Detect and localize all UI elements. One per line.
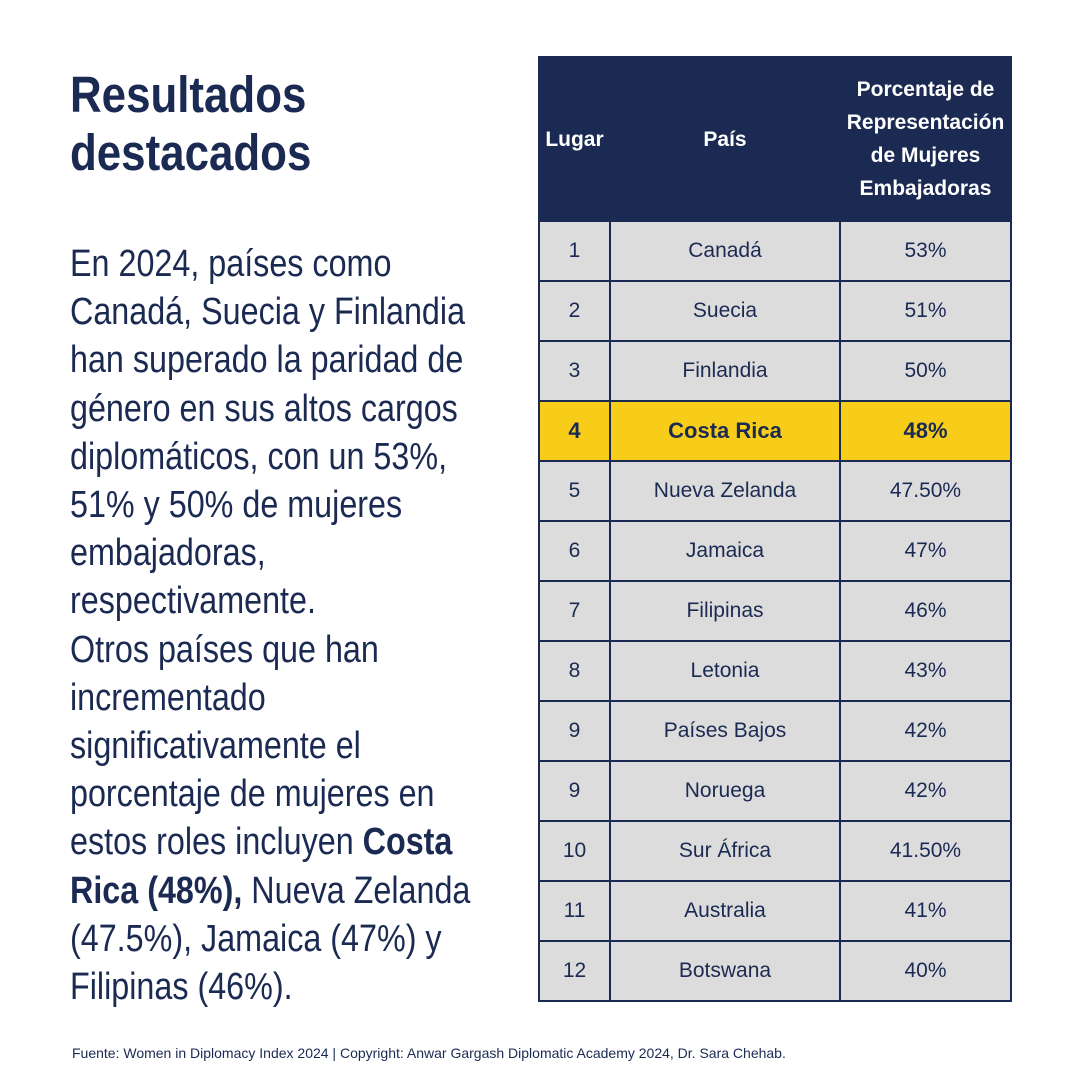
percentage-cell: 42% [839,760,1012,822]
rank-cell: 5 [538,460,611,522]
rank-cell: 7 [538,580,611,642]
percentage-cell: 50% [839,340,1012,402]
table-row: 9 Noruega 42% [538,760,1012,822]
percentage-cell: 41% [839,880,1012,942]
rank-cell: 1 [538,220,611,282]
table-row: 12 Botswana 40% [538,940,1012,1002]
header-percentage: Porcentaje de Representación de Mujeres … [839,56,1012,222]
country-cell: Filipinas [609,580,841,642]
rank-cell: 12 [538,940,611,1002]
country-cell: Países Bajos [609,700,841,762]
rank-cell: 10 [538,820,611,882]
table-row: 11 Australia 41% [538,880,1012,942]
rank-cell: 11 [538,880,611,942]
country-cell: Costa Rica [609,400,841,462]
country-cell: Letonia [609,640,841,702]
header-country: País [609,56,841,222]
table-row: 8 Letonia 43% [538,640,1012,702]
country-cell: Jamaica [609,520,841,582]
country-cell: Sur África [609,820,841,882]
table-row: 5 Nueva Zelanda 47.50% [538,460,1012,522]
rank-cell: 8 [538,640,611,702]
page-title: Resultados destacados [70,66,312,181]
country-cell: Botswana [609,940,841,1002]
percentage-cell: 51% [839,280,1012,342]
table-row: 10 Sur África 41.50% [538,820,1012,882]
percentage-cell: 53% [839,220,1012,282]
table-row: 7 Filipinas 46% [538,580,1012,642]
rank-cell: 2 [538,280,611,342]
rank-cell: 4 [538,400,611,462]
country-cell: Australia [609,880,841,942]
rank-cell: 3 [538,340,611,402]
rank-cell: 9 [538,760,611,822]
source-footer: Fuente: Women in Diplomacy Index 2024 | … [72,1045,786,1061]
country-cell: Nueva Zelanda [609,460,841,522]
country-cell: Suecia [609,280,841,342]
table-row: 2 Suecia 51% [538,280,1012,342]
table-row: 9 Países Bajos 42% [538,700,1012,762]
country-cell: Finlandia [609,340,841,402]
rank-cell: 9 [538,700,611,762]
summary-text: En 2024, países como Canadá, Suecia y Fi… [70,240,512,1011]
ranking-table: Lugar País Porcentaje de Representación … [538,56,1012,1002]
percentage-cell: 43% [839,640,1012,702]
percentage-cell: 48% [839,400,1012,462]
percentage-cell: 40% [839,940,1012,1002]
country-cell: Noruega [609,760,841,822]
summary-paragraph-2-intro: Otros países que han incrementado signif… [70,628,435,864]
table-row: 3 Finlandia 50% [538,340,1012,402]
percentage-cell: 42% [839,700,1012,762]
summary-paragraph-1: En 2024, países como Canadá, Suecia y Fi… [70,243,466,623]
percentage-cell: 47.50% [839,460,1012,522]
summary-paragraph-2: Otros países que han incrementado signif… [70,626,512,1012]
table-row-highlighted: 4 Costa Rica 48% [538,400,1012,462]
table-row: 1 Canadá 53% [538,220,1012,282]
ranking-header-row: Lugar País Porcentaje de Representación … [538,56,1012,222]
costa-rica-highlight: Costa Rica (48%), [70,821,453,912]
summary-paragraph-2-rest: Nueva Zelanda (47.5%), Jamaica (47%) y F… [70,869,471,1009]
header-rank: Lugar [538,56,611,222]
percentage-cell: 41.50% [839,820,1012,882]
rank-cell: 6 [538,520,611,582]
country-cell: Canadá [609,220,841,282]
percentage-cell: 46% [839,580,1012,642]
percentage-cell: 47% [839,520,1012,582]
table-row: 6 Jamaica 47% [538,520,1012,582]
